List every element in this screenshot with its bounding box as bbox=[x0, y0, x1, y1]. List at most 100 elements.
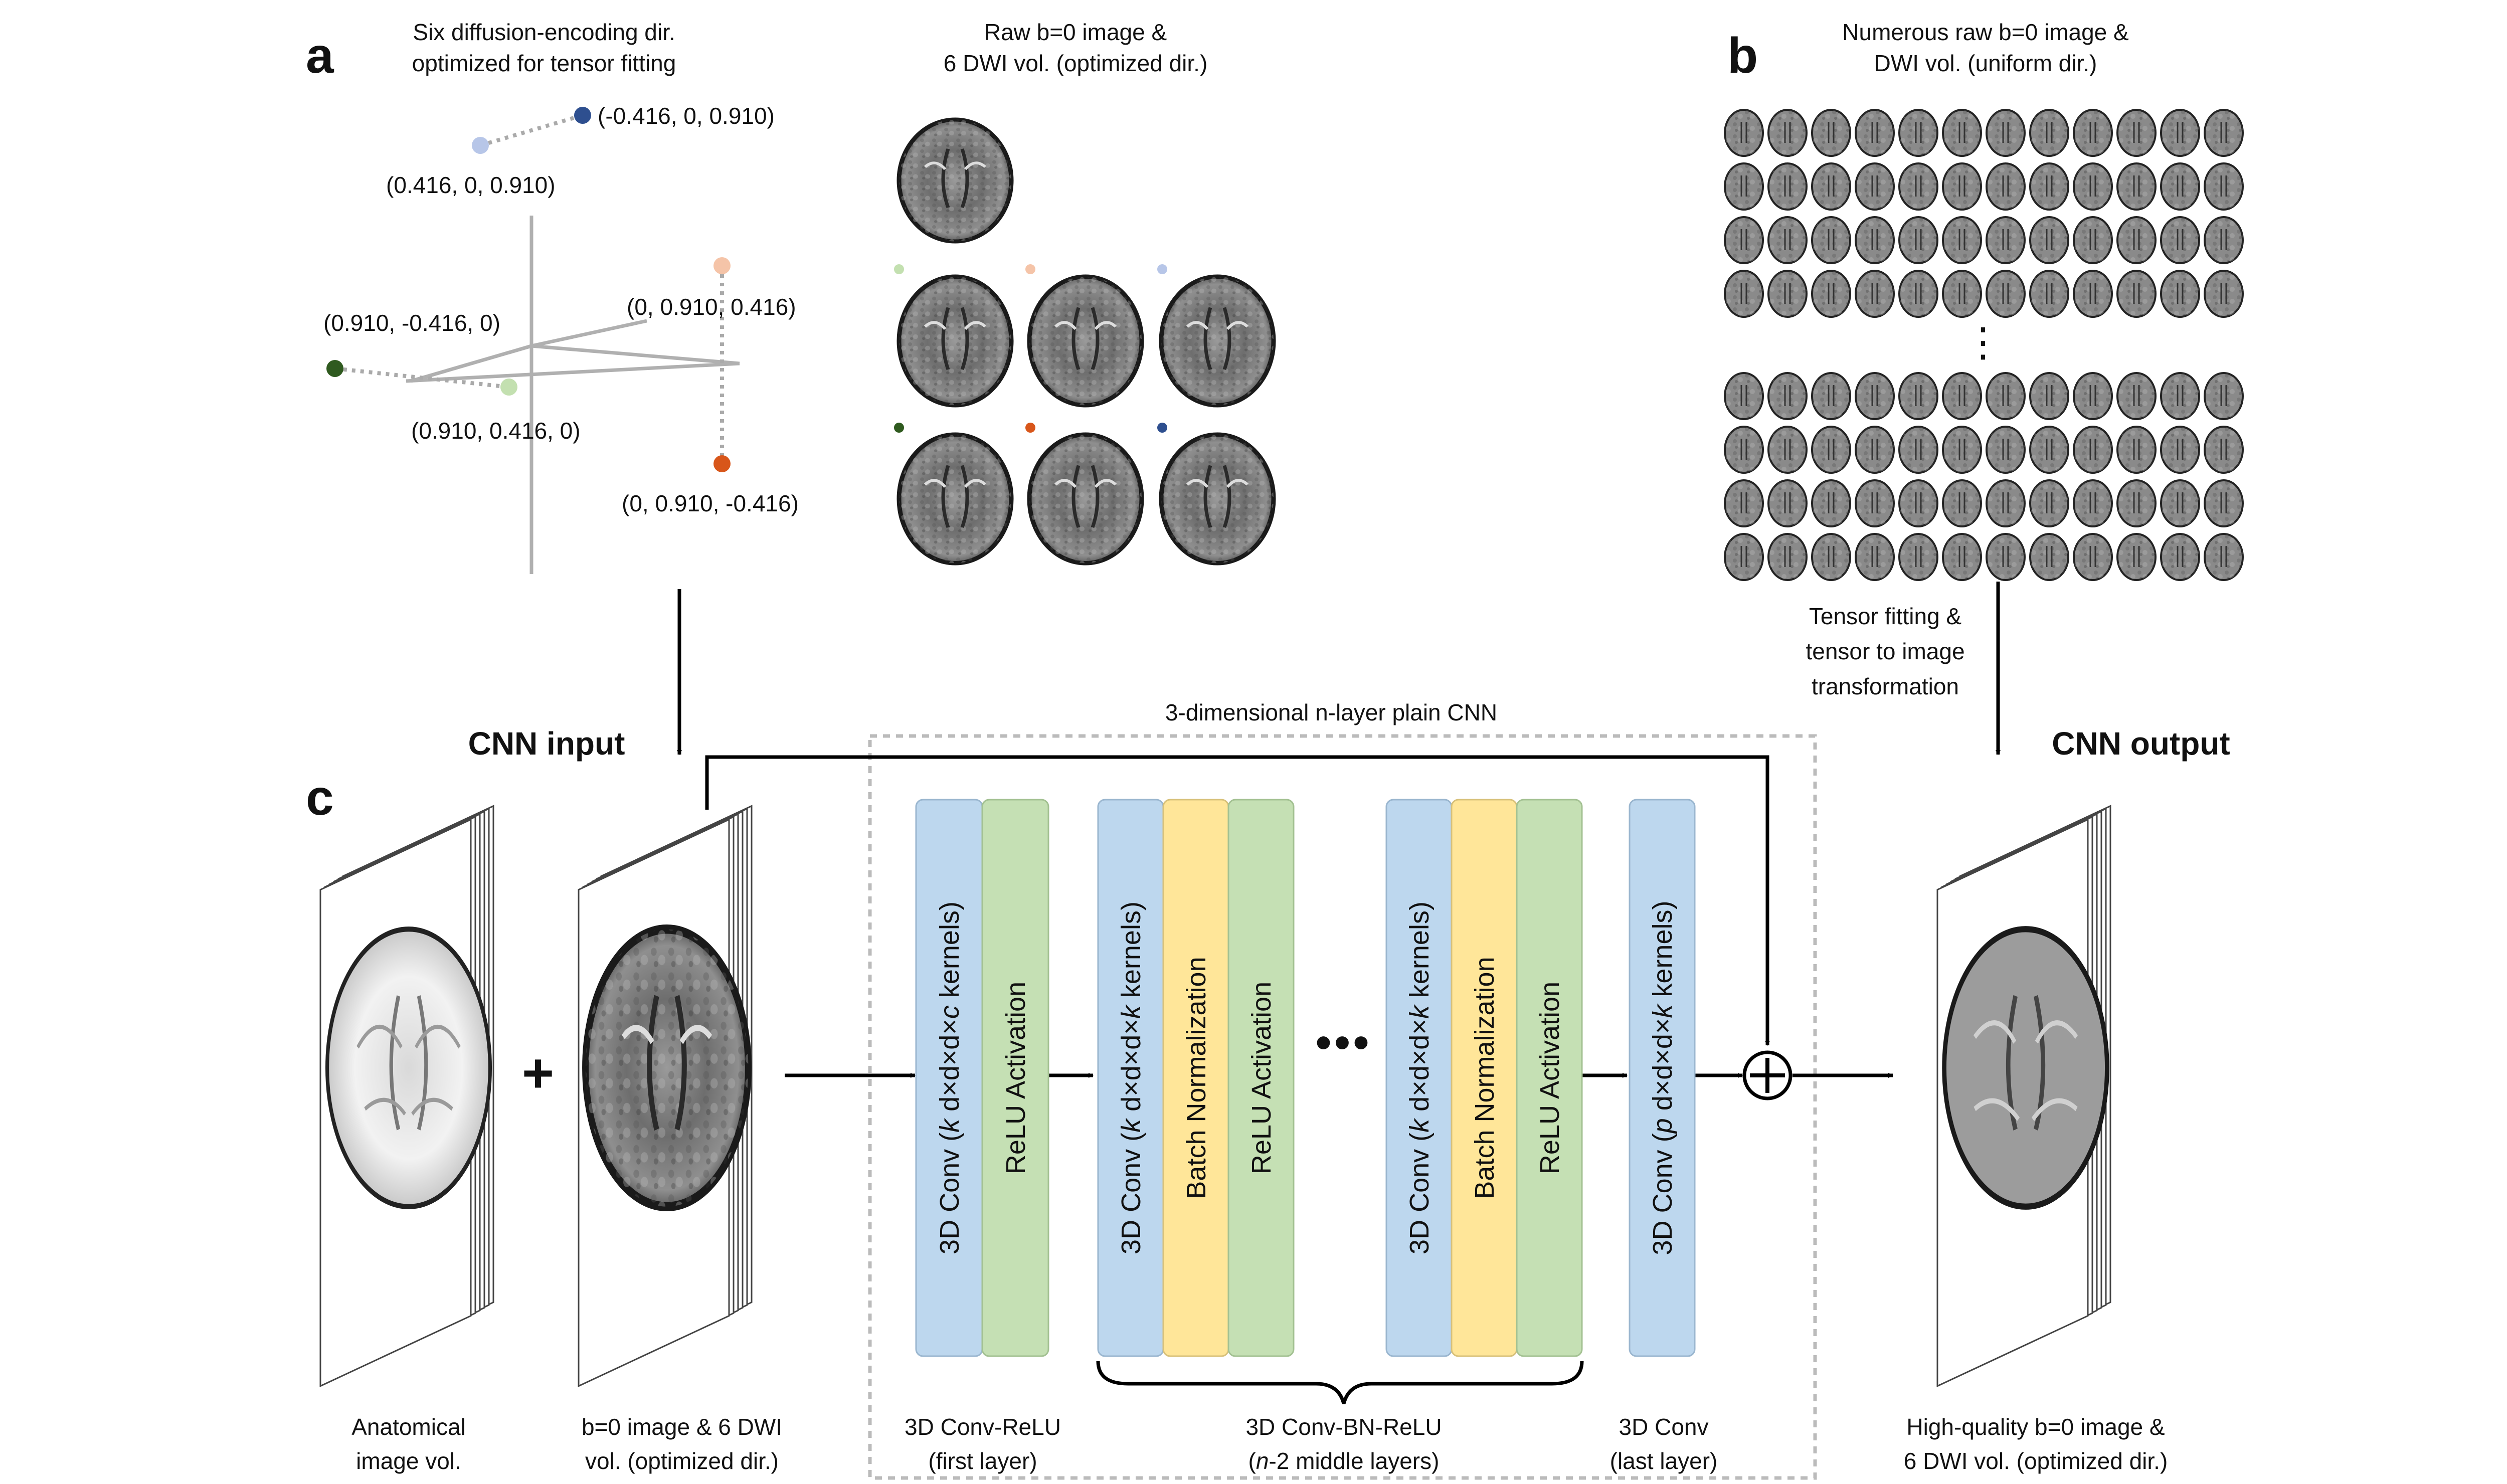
mini-dwi-volume bbox=[1724, 270, 1764, 318]
mini-dwi-volume bbox=[1811, 533, 1851, 581]
mini-dwi-volume bbox=[2204, 109, 2244, 157]
middle-relu-label-2: ReLU Activation bbox=[1535, 982, 1565, 1174]
direction-label-6: (0, 0.910, -0.416) bbox=[622, 490, 799, 516]
mini-dwi-volume bbox=[2116, 270, 2157, 318]
panel-b-title-line1: Numerous raw b=0 image & bbox=[1842, 19, 2128, 45]
mini-dwi-volume bbox=[1811, 162, 1851, 211]
cnn-output-label: CNN output bbox=[2052, 725, 2230, 762]
tensor-text-line2: tensor to image bbox=[1806, 638, 1964, 664]
panel-c-letter: c bbox=[306, 770, 334, 826]
caption-input-line2: vol. (optimized dir.) bbox=[585, 1448, 779, 1474]
cnn-title: 3-dimensional n-layer plain CNN bbox=[1165, 699, 1497, 725]
mini-dwi-volume bbox=[2073, 162, 2113, 211]
last-conv-label: 3D Conv (p d×d×d×k kernels) bbox=[1648, 901, 1678, 1255]
mini-dwi-volume bbox=[2204, 372, 2244, 420]
panel-b-letter: b bbox=[1727, 28, 1758, 84]
mini-dwi-volume bbox=[2116, 109, 2157, 157]
mini-dwi-volume bbox=[1811, 270, 1851, 318]
first-layer: 3D Conv (k d×d×d×c kernels) ReLU Activat… bbox=[915, 799, 1049, 1357]
caption-last-line2: (last layer) bbox=[1610, 1448, 1718, 1474]
anatomical-volume bbox=[319, 805, 494, 1387]
dwi-marker-1 bbox=[894, 264, 904, 274]
skip-connection bbox=[705, 755, 1770, 1046]
mini-dwi-volume bbox=[1724, 109, 1764, 157]
mini-dwi-volume bbox=[1942, 372, 1982, 420]
mini-dwi-volume bbox=[1942, 426, 1982, 474]
cnn-dashed-box bbox=[868, 734, 1817, 1480]
mini-dwi-volume bbox=[1855, 216, 1895, 264]
direction-point-2 bbox=[472, 137, 489, 154]
mini-dwi-volume bbox=[2116, 372, 2157, 420]
mini-dwi-volume bbox=[1898, 533, 1938, 581]
mini-dwi-volume bbox=[2116, 479, 2157, 527]
mini-dwi-volume bbox=[1811, 109, 1851, 157]
direction-point-6 bbox=[713, 455, 731, 472]
mini-dwi-volume bbox=[1942, 270, 1982, 318]
mini-dwi-volume bbox=[1724, 426, 1764, 474]
mini-dwi-volume bbox=[2204, 162, 2244, 211]
mini-dwi-volume bbox=[1767, 270, 1808, 318]
mini-dwi-volume bbox=[1811, 216, 1851, 264]
uniform-dwi-grid-top bbox=[1724, 109, 2244, 318]
mini-dwi-volume bbox=[2204, 533, 2244, 581]
mini-dwi-volume bbox=[1811, 426, 1851, 474]
middle-relu-block-1 bbox=[1227, 799, 1295, 1357]
mini-dwi-volume bbox=[1898, 479, 1938, 527]
dwi-marker-3 bbox=[1157, 264, 1167, 274]
mini-dwi-volume bbox=[1767, 162, 1808, 211]
mini-dwi-volume bbox=[2073, 533, 2113, 581]
mini-dwi-volume bbox=[1942, 533, 1982, 581]
direction-connectors bbox=[334, 113, 724, 464]
direction-label-3: (0, 0.910, 0.416) bbox=[627, 294, 796, 320]
direction-label-5: (0.910, 0.416, 0) bbox=[411, 418, 581, 444]
last-conv-block bbox=[1629, 799, 1696, 1357]
panel-a-title-line1: Six diffusion-encoding dir. bbox=[413, 19, 675, 45]
mini-dwi-volume bbox=[1942, 216, 1982, 264]
mini-dwi-volume bbox=[2029, 479, 2069, 527]
dwi-marker-4 bbox=[894, 423, 904, 433]
mini-dwi-volume bbox=[2029, 162, 2069, 211]
mini-dwi-volume bbox=[2160, 216, 2200, 264]
mini-dwi-volume bbox=[1767, 426, 1808, 474]
mini-dwi-volume bbox=[1855, 533, 1895, 581]
first-relu-label: ReLU Activation bbox=[1001, 982, 1031, 1174]
mini-dwi-volume bbox=[2116, 426, 2157, 474]
mini-dwi-volume bbox=[2029, 109, 2069, 157]
plus-sign: + bbox=[522, 1042, 554, 1104]
mini-dwi-volume bbox=[2204, 479, 2244, 527]
mini-dwi-volume bbox=[1898, 372, 1938, 420]
middle-layers-brace bbox=[1096, 1361, 1584, 1404]
caption-anatomical-line1: Anatomical bbox=[351, 1414, 466, 1440]
caption-middle-line1: 3D Conv-BN-ReLU bbox=[1245, 1414, 1442, 1440]
mini-dwi-volume bbox=[1724, 162, 1764, 211]
caption-input-line1: b=0 image & 6 DWI bbox=[582, 1414, 782, 1440]
mini-dwi-volume bbox=[2160, 270, 2200, 318]
mini-dwi-volume bbox=[1724, 533, 1764, 581]
mini-dwi-volume bbox=[1855, 109, 1895, 157]
mini-dwi-volume bbox=[1942, 479, 1982, 527]
uniform-dwi-grid-bottom bbox=[1724, 372, 2244, 581]
caption-last-line1: 3D Conv bbox=[1619, 1414, 1709, 1440]
caption-first-line1: 3D Conv-ReLU bbox=[905, 1414, 1061, 1440]
mini-dwi-volume bbox=[2160, 109, 2200, 157]
mini-dwi-volume bbox=[1986, 372, 2026, 420]
mini-dwi-volume bbox=[1767, 479, 1808, 527]
mini-dwi-volume bbox=[2160, 479, 2200, 527]
mini-dwi-volume bbox=[2116, 216, 2157, 264]
mini-dwi-volume bbox=[2073, 270, 2113, 318]
panel-a-title-line2: optimized for tensor fitting bbox=[412, 50, 676, 76]
direction-point-4 bbox=[326, 360, 343, 377]
mini-dwi-volume bbox=[1986, 109, 2026, 157]
tensor-text-line1: Tensor fitting & bbox=[1809, 603, 1961, 629]
middle-conv-label-2: 3D Conv (k d×d×d×k kernels) bbox=[1404, 901, 1435, 1254]
mini-dwi-volume bbox=[1767, 533, 1808, 581]
mini-dwi-volume bbox=[1855, 162, 1895, 211]
direction-point-5 bbox=[500, 379, 517, 396]
mini-dwi-volume bbox=[1986, 162, 2026, 211]
mini-dwi-volume bbox=[1724, 372, 1764, 420]
panel-a-letter: a bbox=[306, 28, 334, 84]
mini-dwi-volume bbox=[2204, 426, 2244, 474]
grid-ellipsis: ⋮ bbox=[1963, 320, 2003, 364]
raw-title-line2: 6 DWI vol. (optimized dir.) bbox=[944, 50, 1208, 76]
